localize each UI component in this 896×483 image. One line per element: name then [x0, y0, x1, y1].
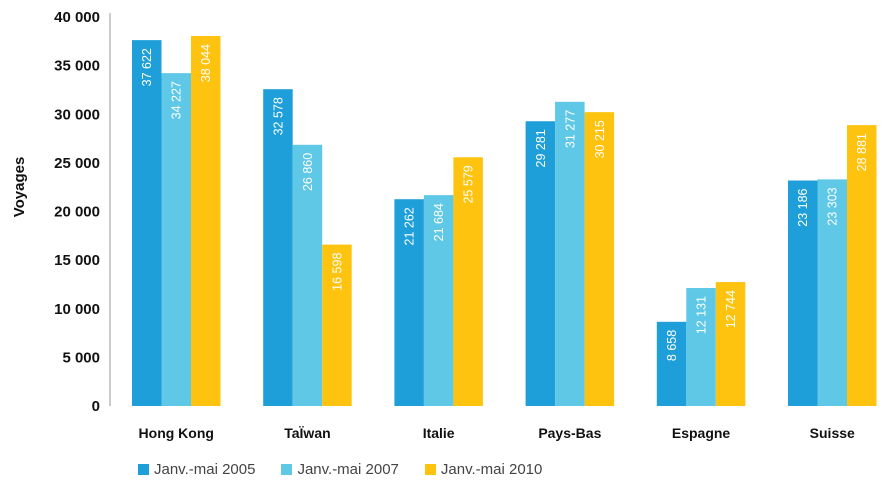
bar-value-label: 37 622	[140, 48, 154, 86]
bar-value-label: 30 215	[593, 120, 607, 158]
bar-value-label: 25 579	[462, 165, 476, 203]
y-axis-title: Voyages	[11, 157, 28, 218]
bar-value-label: 32 578	[271, 97, 285, 135]
bar-value-label: 8 658	[665, 330, 679, 361]
bar-value-label: 16 598	[330, 253, 344, 291]
y-tick-label: 20 000	[54, 204, 100, 221]
y-tick-label: 15 000	[54, 252, 100, 269]
bar	[817, 179, 847, 406]
x-category-label: Italie	[423, 425, 455, 441]
bar	[191, 36, 221, 407]
y-tick-label: 35 000	[54, 58, 100, 75]
bar	[788, 180, 818, 406]
x-axis-categories: Hong Kong TaÏwan Italie Pays-Bas Espagne Suis…	[139, 425, 855, 441]
y-axis: 0 5 000 10 000 15 000 20 000 25 000 30 000 35 0…	[54, 9, 111, 415]
legend-swatch-series-3	[424, 464, 436, 475]
bar-value-label: 12 131	[695, 296, 709, 334]
legend-swatch-series-1	[138, 464, 149, 475]
bar-value-label: 31 277	[563, 110, 577, 148]
bar	[161, 73, 191, 406]
x-category-label: TaÏwan	[284, 425, 330, 441]
y-tick-label: 25 000	[54, 155, 100, 172]
legend-item-series-1: Janv.-mai 2005	[138, 461, 255, 478]
bar-value-label: 38 044	[199, 44, 213, 82]
y-tick-label: 0	[92, 398, 100, 415]
legend-label-series-2: Janv.-mai 2007	[297, 461, 399, 478]
bar-value-label: 34 227	[170, 81, 184, 119]
bar	[263, 89, 293, 406]
bar	[322, 244, 352, 406]
bar	[525, 121, 556, 406]
y-tick-label: 30 000	[54, 106, 100, 123]
x-category-label: Espagne	[672, 425, 731, 441]
bar-value-label: 23 186	[796, 188, 810, 226]
bar-value-label: 23 303	[826, 187, 840, 225]
bar	[292, 144, 323, 406]
bar-value-label: 29 281	[534, 129, 548, 167]
legend: Janv.-mai 2005 Janv.-mai 2007 Janv.-mai …	[138, 461, 542, 478]
bar-value-label: 21 262	[403, 207, 417, 245]
bar-value-label: 12 744	[724, 290, 738, 328]
bar	[715, 282, 746, 406]
y-tick-label: 40 000	[54, 9, 100, 26]
bar-value-label: 28 881	[855, 133, 869, 171]
bar	[555, 101, 585, 406]
bar-value-label: 26 860	[301, 153, 315, 191]
y-tick-label: 10 000	[54, 301, 100, 318]
bar	[584, 112, 615, 407]
legend-label-series-3: Janv.-mai 2010	[440, 461, 543, 478]
x-category-label: Hong Kong	[139, 425, 214, 441]
legend-item-series-3: Janv.-mai 2010	[424, 461, 543, 478]
bar	[847, 125, 877, 407]
bar	[656, 321, 687, 406]
bar	[394, 199, 424, 406]
bar	[453, 157, 483, 406]
x-category-label: Suisse	[810, 425, 855, 441]
bar	[423, 195, 454, 406]
y-tick-label: 5 000	[62, 349, 100, 366]
x-category-label: Pays-Bas	[538, 425, 601, 441]
legend-label-series-1: Janv.-mai 2005	[154, 461, 256, 478]
bar	[686, 288, 716, 406]
bars: 37 622 34 227 38 044 32 578 26 860 16 598 21 2…	[132, 36, 877, 407]
bar	[132, 40, 162, 407]
legend-swatch-series-2	[281, 464, 293, 475]
legend-item-series-2: Janv.-mai 2007	[281, 461, 399, 478]
bar-value-label: 21 684	[432, 203, 446, 241]
